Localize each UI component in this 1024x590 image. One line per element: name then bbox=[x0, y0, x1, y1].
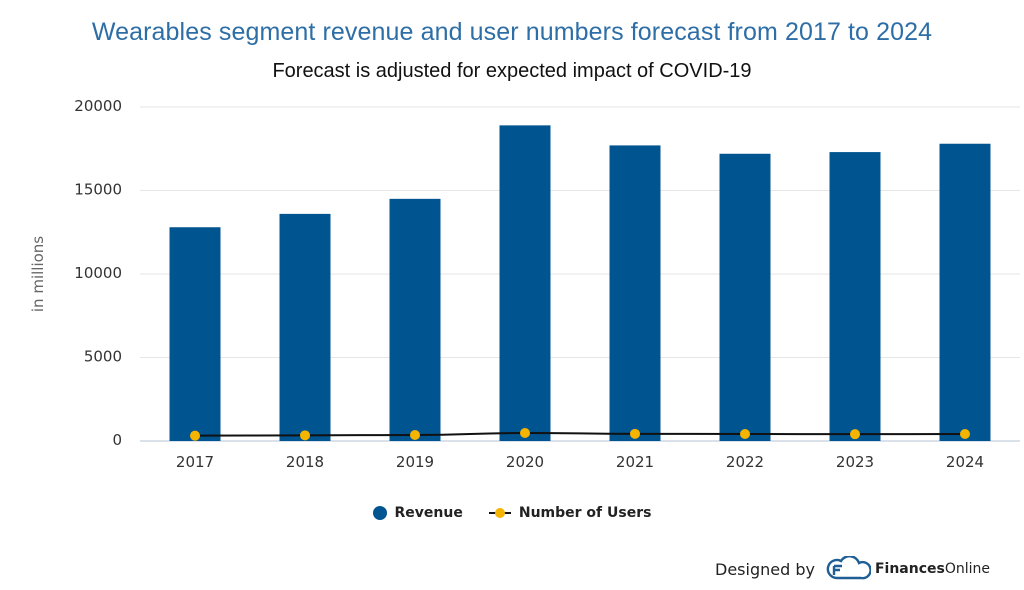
credit-text: Designed by bbox=[715, 559, 815, 579]
point-number-of-users bbox=[520, 427, 530, 438]
y-axis-label: in millions bbox=[29, 236, 47, 312]
x-tick-label: 2017 bbox=[176, 453, 214, 471]
point-number-of-users bbox=[850, 429, 860, 440]
bar-revenue bbox=[939, 143, 991, 442]
x-tick-label: 2024 bbox=[946, 453, 984, 471]
legend-item-users[interactable]: Number of Users bbox=[488, 505, 652, 521]
x-tick-label: 2021 bbox=[616, 453, 654, 471]
legend: Revenue Number of Users bbox=[0, 505, 1024, 521]
line-number-of-users bbox=[194, 431, 966, 437]
legend-swatch-revenue bbox=[372, 506, 387, 520]
bar-revenue bbox=[389, 198, 441, 441]
legend-label-revenue: Revenue bbox=[394, 505, 463, 521]
brand-name: FinancesOnline bbox=[874, 561, 990, 577]
bar-revenue bbox=[609, 145, 661, 441]
financesonline-logo: FinancesOnline bbox=[825, 556, 990, 582]
y-tick-label: 0 bbox=[112, 431, 122, 449]
point-number-of-users bbox=[190, 430, 200, 441]
bar-revenue bbox=[279, 213, 331, 441]
y-tick-label: 5000 bbox=[84, 348, 122, 366]
chart-title: Wearables segment revenue and user numbe… bbox=[91, 18, 933, 46]
credit: Designed by FinancesOnline bbox=[715, 556, 990, 582]
legend-item-revenue[interactable]: Revenue bbox=[372, 505, 463, 521]
point-number-of-users bbox=[300, 430, 310, 441]
bar-revenue bbox=[169, 227, 221, 441]
bar-revenue bbox=[719, 153, 771, 441]
chart-subtitle: Forecast is adjusted for expected impact… bbox=[272, 60, 752, 82]
y-tick-label: 15000 bbox=[74, 181, 122, 199]
legend-label-users: Number of Users bbox=[518, 505, 652, 521]
x-tick-label: 2023 bbox=[836, 453, 874, 471]
chart-area: 0 5000 10000 15000 20000 in millions 2017 2018 2… bbox=[29, 97, 1020, 471]
point-number-of-users bbox=[740, 428, 750, 439]
point-number-of-users bbox=[630, 428, 640, 439]
point-number-of-users bbox=[410, 429, 420, 440]
bar-revenue bbox=[499, 125, 551, 442]
point-number-of-users bbox=[960, 428, 970, 439]
cloud-logo-icon bbox=[826, 556, 871, 580]
x-tick-label: 2022 bbox=[726, 453, 764, 471]
x-tick-label: 2019 bbox=[396, 453, 434, 471]
bar-revenue bbox=[829, 152, 881, 441]
y-tick-label: 20000 bbox=[74, 97, 122, 115]
x-tick-label: 2020 bbox=[506, 453, 544, 471]
x-tick-label: 2018 bbox=[286, 453, 324, 471]
legend-swatch-users bbox=[488, 506, 511, 520]
y-tick-label: 10000 bbox=[74, 264, 122, 282]
